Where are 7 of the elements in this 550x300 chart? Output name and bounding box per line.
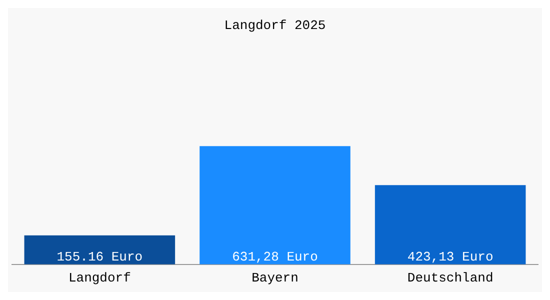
data-label: 155.16 Euro bbox=[56, 249, 143, 264]
x-tick-label: Langdorf bbox=[68, 270, 131, 286]
x-tick-label: Bayern bbox=[252, 270, 298, 286]
data-label: 631,28 Euro bbox=[232, 249, 318, 264]
chart-title: Langdorf 2025 bbox=[224, 18, 326, 34]
data-label: 423,13 Euro bbox=[407, 249, 494, 264]
x-tick-label: Deutschland bbox=[407, 270, 494, 286]
